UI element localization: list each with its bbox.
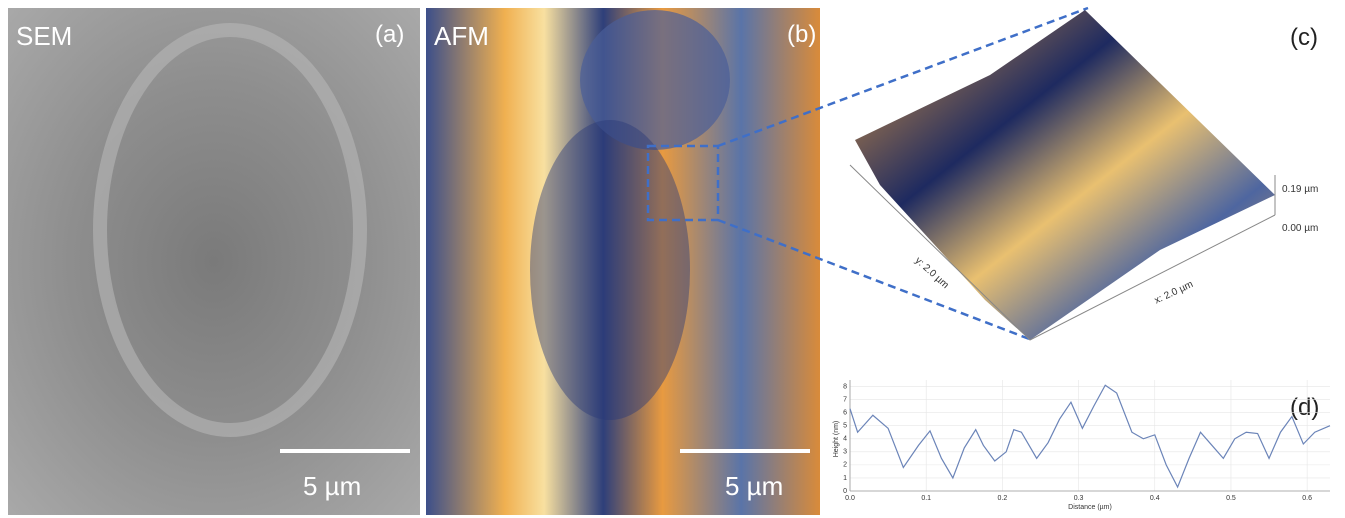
afm-feature [530,120,690,420]
z-max-label: 0.19 µm [1282,184,1318,195]
y-axis-label: y: 2.0 µm [913,255,951,291]
z-min-label: 0.00 µm [1282,223,1318,234]
y-tick-label: 1 [843,475,847,482]
panel-label: (d) [1290,394,1319,421]
panel-label: (b) [787,21,816,48]
panel-label: (c) [1290,24,1318,51]
x-axis-label: x: 2.0 µm [1153,279,1195,306]
y-tick-label: 5 [843,423,847,430]
scale-label: 5 µm [725,471,783,501]
x-tick-label: 0.1 [921,495,931,502]
figure: SEM (a) 5 µm AFM (b) 5 µm (c) 0.19 µm 0.… [0,0,1345,518]
y-tick-label: 6 [843,409,847,416]
y-tick-label: 4 [843,436,847,443]
y-tick-label: 7 [843,396,847,403]
y-tick-label: 0 [843,488,847,495]
x-tick-label: 0.6 [1302,495,1312,502]
x-tick-label: 0.3 [1074,495,1084,502]
y-tick-label: 8 [843,383,847,390]
scale-label: 5 µm [303,471,361,501]
y-tick-label: 2 [843,462,847,469]
x-axis-title: Distance (µm) [1068,504,1112,511]
panel-title: SEM [16,21,72,51]
x-tick-label: 0.5 [1226,495,1236,502]
data-line [850,385,1330,487]
line-chart: 0 1 2 3 4 5 6 7 8 0.0 0.1 0.2 0.3 0.4 0.5 0.6 [843,380,1330,502]
x-tick-label: 0.4 [1150,495,1160,502]
afm-surface [855,10,1275,340]
panel-title: AFM [434,21,489,51]
y-tick-label: 3 [843,449,847,456]
x-tick-label: 0.0 [845,495,855,502]
x-tick-label: 0.2 [998,495,1008,502]
y-axis-title: Height (nm) [833,421,840,458]
panel-label: (a) [375,21,404,48]
